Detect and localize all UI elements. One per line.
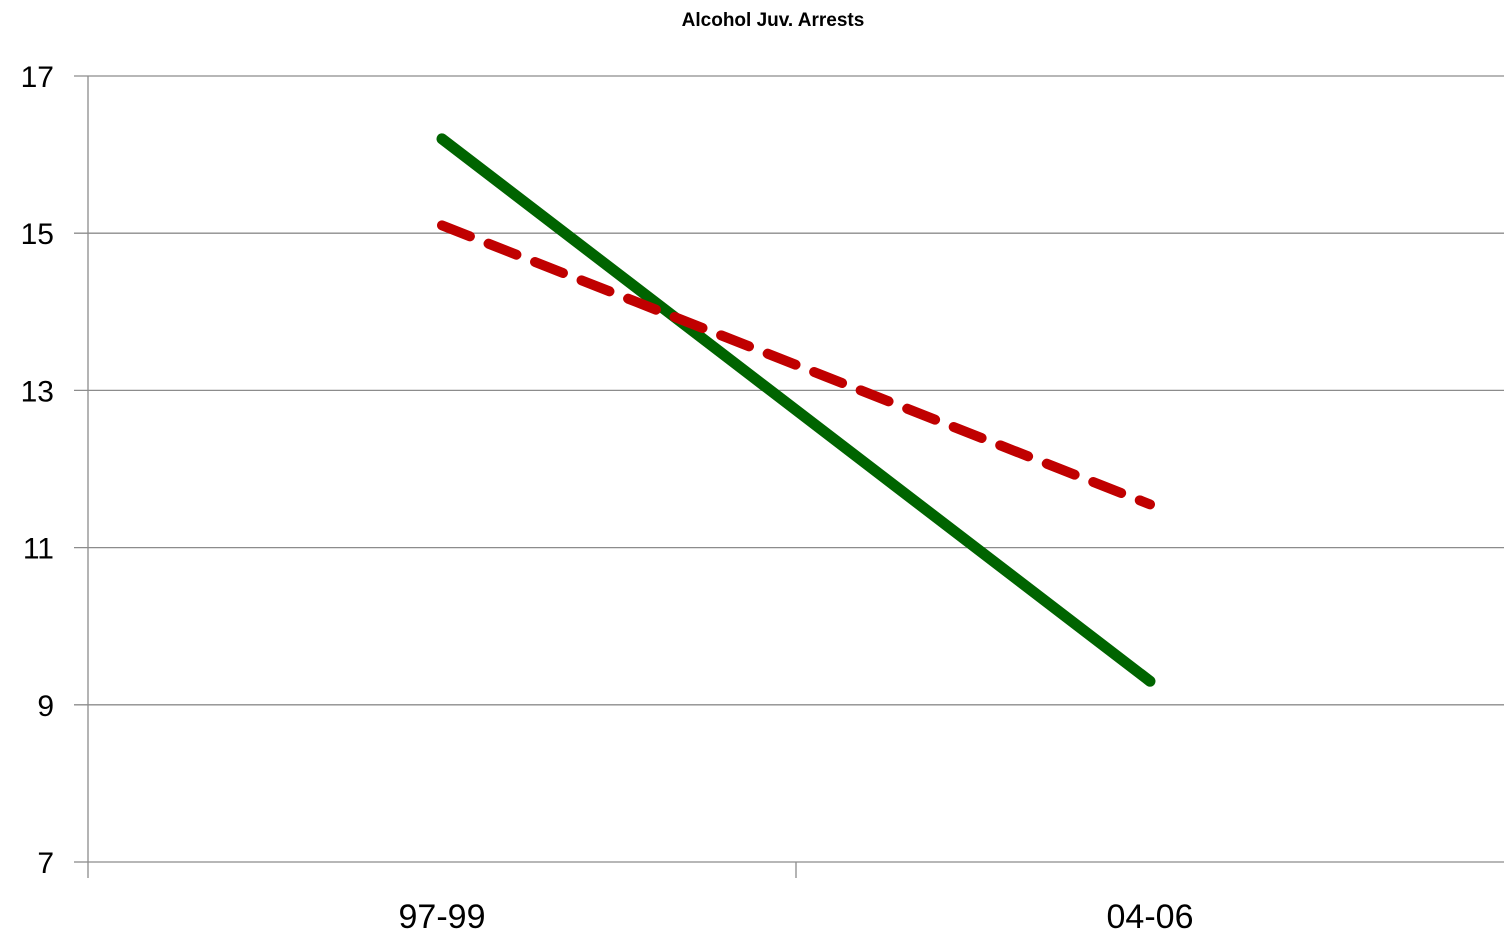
- grid-lines: [74, 75, 1504, 863]
- y-tick-label: 9: [37, 690, 54, 723]
- y-tick-label: 7: [37, 847, 54, 880]
- axes: [87, 76, 1504, 878]
- x-tick-label: 04-06: [1107, 898, 1194, 935]
- y-tick-label: 17: [21, 61, 54, 94]
- y-tick-label: 15: [21, 218, 54, 251]
- series-line-2: [437, 220, 1155, 510]
- y-tick-labels: 7 9 11 13 15 17: [21, 61, 54, 880]
- y-tick-label: 13: [21, 375, 54, 408]
- x-tick-labels: 97-99 04-06: [399, 898, 1194, 935]
- series-line-1: [436, 133, 1156, 687]
- series-lines: [436, 133, 1156, 687]
- y-tick-label: 11: [23, 533, 54, 566]
- x-tick-label: 97-99: [399, 898, 486, 935]
- chart-title: Alcohol Juv. Arrests: [682, 10, 865, 31]
